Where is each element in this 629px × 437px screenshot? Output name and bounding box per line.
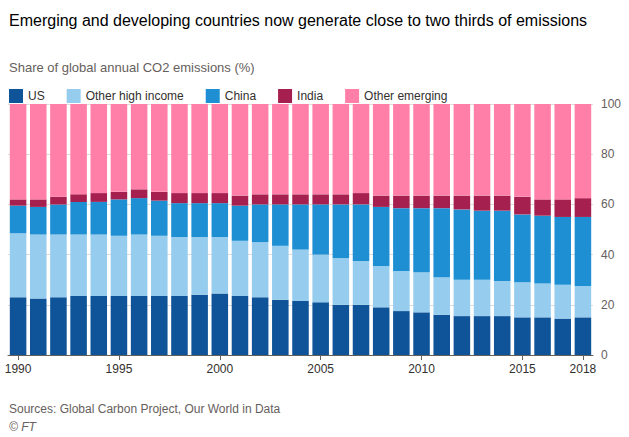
svg-text:2018: 2018 xyxy=(570,362,597,376)
svg-text:2015: 2015 xyxy=(509,362,536,376)
svg-text:China: China xyxy=(225,89,257,103)
svg-text:Sources: Global Carbon Project: Sources: Global Carbon Project, Our Worl… xyxy=(9,402,281,416)
svg-text:40: 40 xyxy=(601,248,615,262)
svg-text:2005: 2005 xyxy=(307,362,334,376)
svg-text:20: 20 xyxy=(601,298,615,312)
svg-text:100: 100 xyxy=(601,97,621,111)
svg-text:Emerging and developing countr: Emerging and developing countries now ge… xyxy=(9,12,587,29)
svg-text:2010: 2010 xyxy=(408,362,435,376)
svg-text:60: 60 xyxy=(601,197,615,211)
svg-text:0: 0 xyxy=(601,348,608,362)
svg-text:1990: 1990 xyxy=(5,362,32,376)
svg-text:80: 80 xyxy=(601,147,615,161)
svg-text:Other emerging: Other emerging xyxy=(364,89,447,103)
svg-text:1995: 1995 xyxy=(106,362,133,376)
svg-text:Share of global annual CO2 emi: Share of global annual CO2 emissions (%) xyxy=(9,60,255,75)
svg-text:India: India xyxy=(297,89,323,103)
svg-text:US: US xyxy=(28,89,45,103)
svg-text:© FT: © FT xyxy=(9,420,38,434)
svg-text:2000: 2000 xyxy=(206,362,233,376)
svg-text:Other high income: Other high income xyxy=(86,89,184,103)
